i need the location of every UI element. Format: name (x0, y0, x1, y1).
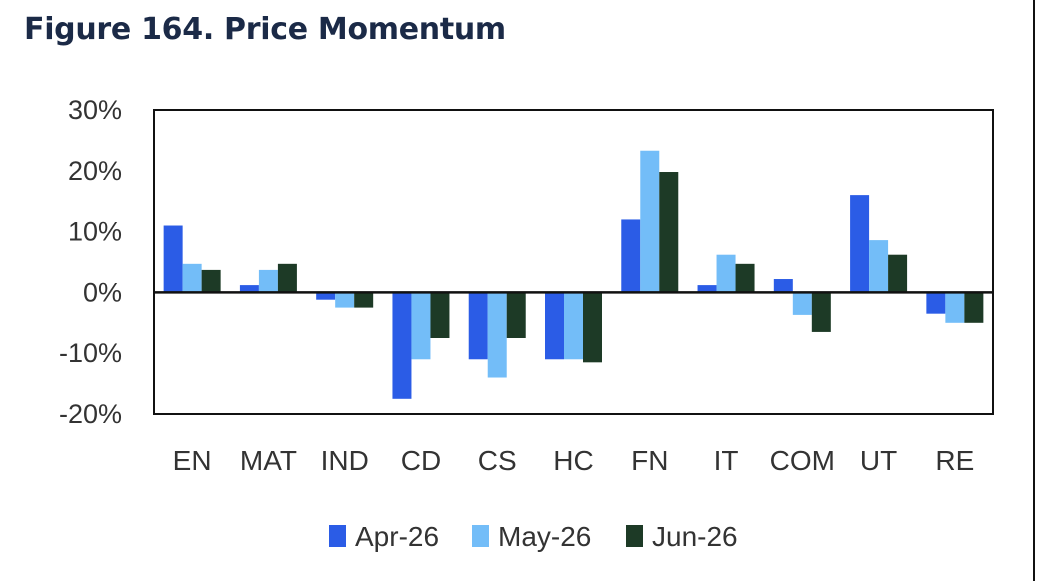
x-category-label: CS (478, 445, 517, 476)
plot-border (153, 109, 994, 415)
bar-re-apr-26 (926, 292, 946, 314)
legend-label-jun-26: Jun-26 (652, 521, 738, 552)
bar-com-jun-26 (811, 292, 831, 332)
bar-mat-apr-26 (239, 285, 259, 293)
bar-fn-jun-26 (659, 172, 679, 293)
x-category-label: IT (714, 445, 739, 476)
plot-area (153, 109, 994, 415)
legend-label-may-26: May-26 (498, 521, 591, 552)
legend-swatch-may-26 (472, 525, 489, 547)
bar-cd-may-26 (411, 292, 431, 360)
y-tick-label: -10% (59, 338, 122, 368)
chart-title: Figure 164. Price Momentum (24, 12, 506, 47)
x-category-label: COM (770, 445, 835, 476)
bar-fn-apr-26 (621, 219, 641, 293)
y-tick-label: 20% (68, 156, 122, 186)
y-tick-label: 0% (83, 277, 122, 307)
legend: Apr-26 May-26 Jun-26 (329, 521, 738, 552)
legend-swatch-jun-26 (626, 525, 643, 547)
bar-it-apr-26 (697, 285, 717, 293)
x-category-label: HC (553, 445, 593, 476)
bar-ind-may-26 (335, 292, 355, 308)
y-tick-label: -20% (59, 399, 122, 429)
bar-en-apr-26 (163, 225, 183, 293)
legend-swatch-apr-26 (329, 525, 346, 547)
x-category-label: MAT (240, 445, 297, 476)
bar-re-may-26 (945, 292, 965, 323)
x-category-label: IND (321, 445, 369, 476)
bar-ind-jun-26 (354, 292, 374, 308)
bar-hc-apr-26 (545, 292, 564, 360)
x-category-label: FN (631, 445, 668, 476)
bar-com-may-26 (792, 292, 812, 315)
bar-it-may-26 (716, 254, 736, 293)
bar-it-jun-26 (735, 263, 755, 293)
bar-cs-jun-26 (506, 292, 526, 338)
x-category-label: CD (401, 445, 441, 476)
bar-cd-jun-26 (430, 292, 450, 338)
x-category-label: EN (173, 445, 212, 476)
bar-cs-apr-26 (468, 292, 488, 360)
bar-com-apr-26 (773, 279, 793, 293)
right-border-rule (1033, 0, 1035, 581)
bar-cd-apr-26 (392, 292, 412, 399)
bar-cs-may-26 (487, 292, 507, 378)
bar-ut-may-26 (869, 240, 889, 293)
bar-en-may-26 (182, 263, 202, 293)
bar-ut-apr-26 (850, 195, 870, 293)
x-category-label: RE (935, 445, 974, 476)
y-axis-ticks: 30% 20% 10% 0% -10% -20% (59, 95, 122, 429)
legend-label-apr-26: Apr-26 (355, 521, 439, 552)
bar-ind-apr-26 (316, 292, 336, 300)
x-axis-categories: EN MAT IND CD CS HC FN IT COM UT RE (173, 445, 975, 476)
bar-fn-may-26 (640, 150, 660, 293)
bar-hc-may-26 (564, 292, 583, 360)
y-tick-label: 10% (68, 217, 122, 247)
y-tick-label: 30% (68, 95, 122, 125)
bar-mat-jun-26 (277, 263, 297, 293)
bar-re-jun-26 (964, 292, 984, 323)
bar-hc-jun-26 (583, 292, 602, 363)
x-category-label: UT (860, 445, 897, 476)
bar-en-jun-26 (201, 269, 221, 293)
bar-ut-jun-26 (888, 254, 908, 293)
bar-mat-may-26 (258, 269, 278, 293)
